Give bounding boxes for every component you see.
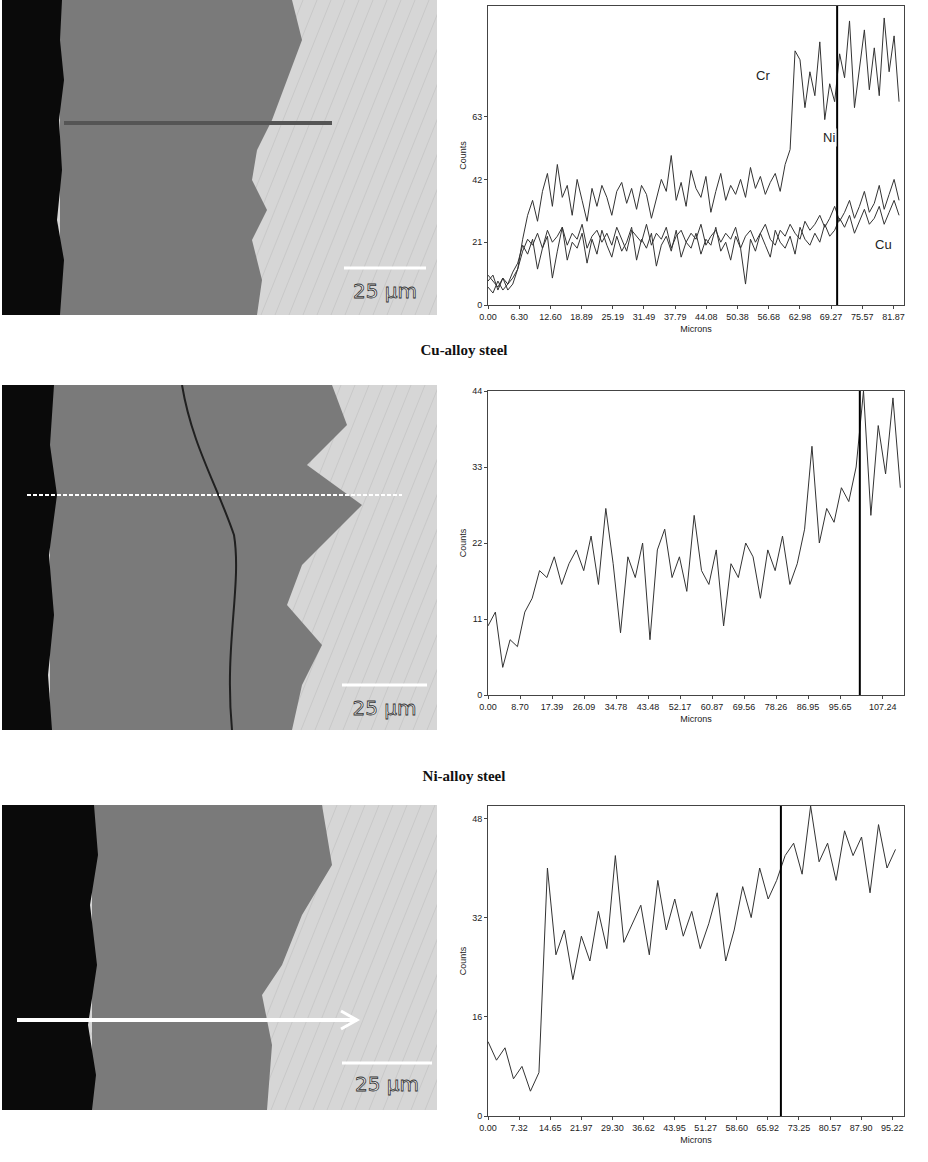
svg-text:65.92: 65.92 — [757, 1123, 780, 1133]
svg-text:44: 44 — [472, 386, 482, 396]
svg-text:Counts: Counts — [458, 528, 468, 557]
svg-text:32: 32 — [472, 913, 482, 923]
svg-text:6.30: 6.30 — [510, 312, 528, 322]
svg-text:16: 16 — [472, 1012, 482, 1022]
svg-text:33: 33 — [472, 462, 482, 472]
svg-text:95.65: 95.65 — [829, 702, 852, 712]
svg-text:0: 0 — [477, 300, 482, 310]
svg-text:37.79: 37.79 — [664, 312, 687, 322]
svg-text:17.39: 17.39 — [541, 702, 564, 712]
svg-text:81.87: 81.87 — [882, 312, 905, 322]
svg-text:87.90: 87.90 — [850, 1123, 873, 1133]
svg-text:14.65: 14.65 — [539, 1123, 562, 1133]
svg-text:86.95: 86.95 — [797, 702, 820, 712]
svg-text:21.97: 21.97 — [570, 1123, 593, 1133]
svg-text:Counts: Counts — [458, 946, 468, 975]
svg-text:56.68: 56.68 — [757, 312, 780, 322]
svg-text:73.25: 73.25 — [788, 1123, 811, 1133]
html-text:Cu-alloy steel: Cu-alloy steel — [420, 342, 508, 358]
svg-text:0.00: 0.00 — [479, 1123, 497, 1133]
svg-text:75.57: 75.57 — [851, 312, 874, 322]
svg-text:Microns: Microns — [680, 714, 712, 724]
svg-text:34.78: 34.78 — [605, 702, 628, 712]
html-text:Ni-alloy steel: Ni-alloy steel — [422, 768, 506, 784]
svg-text:80.57: 80.57 — [819, 1123, 842, 1133]
svg-text:21: 21 — [472, 237, 482, 247]
svg-text:22: 22 — [472, 538, 482, 548]
svg-text:43.95: 43.95 — [663, 1123, 686, 1133]
svg-text:51.27: 51.27 — [694, 1123, 717, 1133]
svg-text:Microns: Microns — [680, 324, 712, 334]
svg-text:60.87: 60.87 — [701, 702, 724, 712]
svg-text:7.32: 7.32 — [510, 1123, 528, 1133]
svg-text:48: 48 — [472, 814, 482, 824]
svg-text:25 µm: 25 µm — [355, 1072, 419, 1096]
svg-text:0.00: 0.00 — [479, 702, 497, 712]
svg-text:25 µm: 25 µm — [352, 696, 416, 720]
svg-text:Counts: Counts — [458, 141, 468, 170]
svg-text:Ni: Ni — [823, 130, 835, 145]
svg-text:11: 11 — [473, 614, 482, 624]
svg-text:36.62: 36.62 — [632, 1123, 655, 1133]
svg-text:63: 63 — [472, 112, 482, 122]
svg-text:69.27: 69.27 — [820, 312, 843, 322]
svg-text:Cu: Cu — [875, 237, 892, 252]
svg-text:107.24: 107.24 — [869, 702, 897, 712]
svg-text:12.60: 12.60 — [539, 312, 562, 322]
svg-text:43.48: 43.48 — [637, 702, 660, 712]
svg-text:42: 42 — [472, 175, 482, 185]
svg-text:26.09: 26.09 — [573, 702, 596, 712]
svg-text:44.08: 44.08 — [695, 312, 718, 322]
svg-text:25 µm: 25 µm — [353, 279, 417, 303]
svg-text:52.17: 52.17 — [669, 702, 692, 712]
svg-text:95.22: 95.22 — [881, 1123, 904, 1133]
svg-text:Microns: Microns — [680, 1135, 712, 1145]
svg-text:62.98: 62.98 — [789, 312, 812, 322]
svg-text:69.56: 69.56 — [733, 702, 756, 712]
svg-text:8.70: 8.70 — [511, 702, 529, 712]
svg-text:Cr: Cr — [756, 68, 770, 83]
svg-text:0: 0 — [477, 1111, 482, 1121]
svg-text:58.60: 58.60 — [725, 1123, 748, 1133]
svg-text:0.00: 0.00 — [479, 312, 497, 322]
svg-text:18.89: 18.89 — [570, 312, 593, 322]
svg-text:50.38: 50.38 — [726, 312, 749, 322]
svg-text:25.19: 25.19 — [601, 312, 624, 322]
svg-text:29.30: 29.30 — [601, 1123, 624, 1133]
svg-text:0: 0 — [477, 690, 482, 700]
svg-text:31.49: 31.49 — [633, 312, 656, 322]
svg-text:78.26: 78.26 — [765, 702, 788, 712]
